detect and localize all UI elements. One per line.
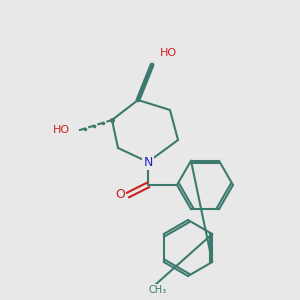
Text: HO: HO: [160, 48, 177, 58]
Text: O: O: [115, 188, 125, 202]
Text: N: N: [143, 155, 153, 169]
Text: HO: HO: [53, 125, 70, 135]
Text: N: N: [143, 155, 153, 169]
Text: CH₃: CH₃: [149, 285, 167, 295]
